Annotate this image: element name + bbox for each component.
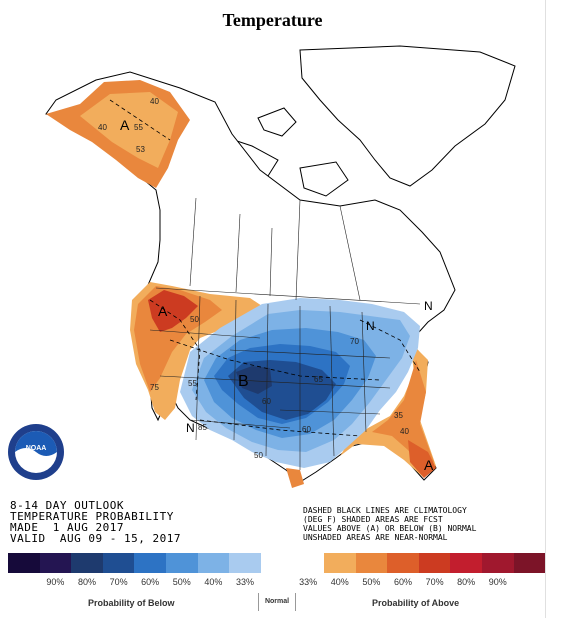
legend-label: 40%	[330, 577, 349, 587]
legend-label: 33%	[299, 577, 318, 587]
contour-value: 75	[150, 383, 159, 392]
legend-swatch	[450, 553, 482, 573]
legend-label: 80%	[77, 577, 96, 587]
contour-value: 55	[188, 379, 197, 388]
legend-swatch	[292, 553, 324, 573]
contour-value: 35	[394, 411, 403, 420]
legend-swatch	[229, 553, 261, 573]
legend-swatch	[102, 553, 135, 573]
political-boundaries	[149, 197, 421, 470]
west-above-label: A	[158, 303, 168, 319]
contour-value: 60	[262, 397, 271, 406]
map-note: DASHED BLACK LINES ARE CLIMATOLOGY (DEG …	[303, 506, 476, 542]
contour-value: 40	[98, 123, 107, 132]
legend-label: 60%	[393, 577, 412, 587]
right-border	[545, 0, 546, 618]
legend-label: 33%	[235, 577, 254, 587]
contour-value: 50	[254, 451, 263, 460]
greenland-outline	[299, 45, 516, 187]
northeast-normal-label: N	[424, 299, 433, 313]
noaa-logo: NOAA	[8, 424, 64, 480]
note-line: DASHED BLACK LINES ARE CLIMATOLOGY	[303, 506, 467, 515]
normal-label: Normal	[258, 593, 296, 611]
contour-value: 40	[150, 97, 159, 106]
climatology-contours	[109, 99, 421, 437]
legend-swatch	[418, 553, 451, 573]
legend-swatch	[8, 553, 40, 573]
alaska-light-region	[80, 92, 178, 168]
legend-swatch	[323, 553, 356, 573]
below-80-region	[236, 366, 272, 394]
contour-value: 65	[314, 375, 323, 384]
contour-value: 85	[198, 423, 207, 432]
outlook-line: TEMPERATURE PROBABILITY	[10, 510, 174, 523]
outlook-info: 8-14 DAY OUTLOOK TEMPERATURE PROBABILITY…	[10, 500, 181, 544]
legend-swatch	[260, 553, 293, 573]
southwest-normal-label: N	[186, 421, 195, 435]
legend-swatch	[39, 553, 72, 573]
legend-swatch	[355, 553, 388, 573]
legend-label: 90%	[46, 577, 65, 587]
below-label: Probability of Below	[88, 598, 175, 608]
legend-swatch	[165, 553, 198, 573]
legend-label: 40%	[204, 577, 223, 587]
contour-value: 40	[400, 427, 409, 436]
great-lakes-normal-label: N	[366, 319, 375, 333]
note-line: VALUES ABOVE (A) OR BELOW (B) NORMAL	[303, 524, 477, 533]
contour-value: 60	[302, 425, 311, 434]
page-title: Temperature	[222, 10, 323, 30]
legend-swatch	[197, 553, 230, 573]
note-line: (DEG F) SHADED AREAS ARE FCST	[303, 515, 443, 524]
legend-label: 50%	[362, 577, 381, 587]
legend-swatch	[71, 553, 103, 573]
west-above-core-region	[148, 290, 198, 332]
legend-swatch	[387, 553, 419, 573]
alaska-above-label: A	[120, 117, 130, 133]
probability-scale-labels: 90% 80% 70% 60% 50% 40% 33% 33% 40% 50% 60% 70% 80% 9…	[8, 577, 546, 591]
legend-label: 60%	[141, 577, 160, 587]
florida-above-core-region	[408, 440, 436, 478]
outlook-line: 8-14 DAY OUTLOOK	[10, 499, 124, 512]
east-above-strong-region	[372, 360, 434, 472]
outlook-line: VALID AUG 09 - 15, 2017	[10, 532, 181, 545]
outlook-line: MADE 1 AUG 2017	[10, 521, 124, 534]
legend-label: 90%	[488, 577, 507, 587]
noaa-logo-text: NOAA	[26, 445, 47, 452]
texas-above-region	[286, 468, 304, 488]
contour-value: 55	[134, 123, 143, 132]
note-line: UNSHADED AREAS ARE NEAR-NORMAL	[303, 533, 448, 542]
contour-value: 50	[190, 315, 199, 324]
legend-label: 50%	[172, 577, 191, 587]
temperature-outlook-map: A A A B N N N 40 55 53 40 50 75 85 60 50…	[8, 45, 516, 488]
legend-swatch	[134, 553, 166, 573]
legend-label: 80%	[457, 577, 476, 587]
probability-color-scale	[8, 553, 546, 573]
legend-label: 70%	[109, 577, 128, 587]
legend-label: 70%	[425, 577, 444, 587]
legend-swatch	[481, 553, 514, 573]
florida-above-label: A	[424, 457, 434, 473]
legend-swatch	[513, 553, 546, 573]
contour-value: 53	[136, 145, 145, 154]
central-below-label: B	[238, 373, 249, 390]
contour-value: 70	[350, 337, 359, 346]
above-label: Probability of Above	[372, 598, 460, 608]
